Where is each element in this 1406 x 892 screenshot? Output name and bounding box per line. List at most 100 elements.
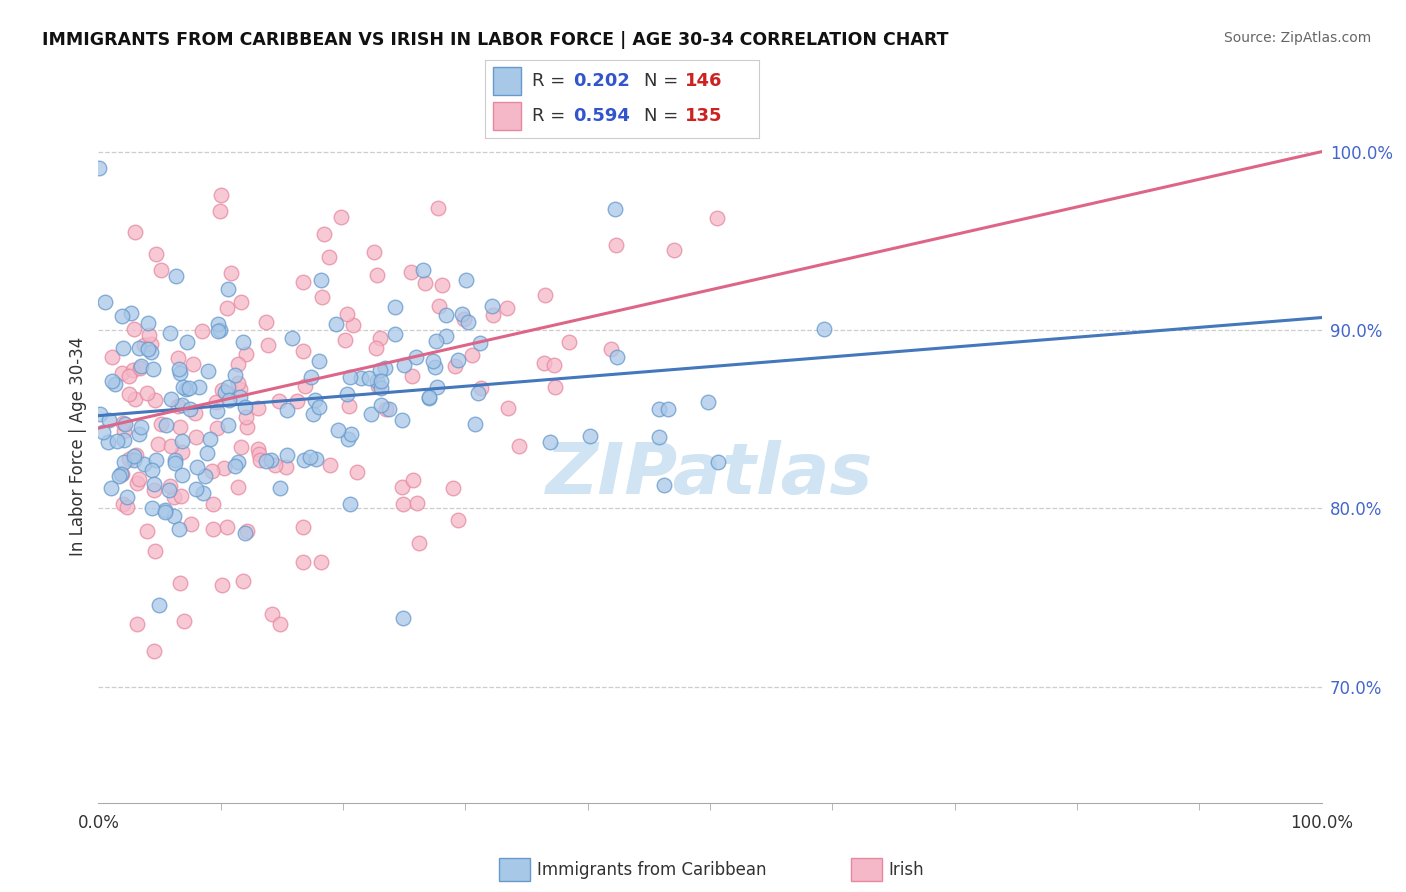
Point (247, 442, 270, 456)
Point (112, 341, 135, 355)
Point (360, 407, 382, 421)
Point (259, 453, 281, 467)
Point (229, 382, 252, 396)
Point (599, 342, 621, 356)
Point (391, 480, 413, 494)
Point (89, 407, 111, 421)
Point (159, 439, 181, 453)
Point (148, 599, 170, 613)
Point (219, 266, 242, 280)
Point (143, 477, 166, 491)
Point (155, 418, 177, 433)
Point (122, 322, 145, 336)
Point (423, 359, 446, 374)
Point (447, 513, 470, 527)
Point (188, 380, 211, 394)
Point (112, 416, 135, 430)
Point (125, 476, 148, 491)
Point (111, 366, 134, 380)
Point (145, 246, 167, 260)
Point (603, 202, 626, 217)
Point (205, 394, 228, 409)
Point (579, 429, 602, 443)
Point (198, 432, 221, 446)
Point (291, 555, 314, 569)
Point (706, 211, 728, 226)
Point (138, 327, 160, 342)
Point (558, 335, 581, 350)
Point (366, 268, 388, 283)
Point (145, 543, 167, 558)
Point (118, 368, 141, 383)
Point (294, 379, 316, 393)
Point (146, 437, 169, 451)
Point (605, 238, 627, 252)
Point (136, 386, 159, 401)
Point (118, 386, 141, 401)
Point (408, 535, 430, 549)
Point (318, 250, 340, 264)
Point (363, 245, 385, 260)
Point (215, 520, 238, 534)
Point (184, 429, 207, 443)
Point (337, 399, 360, 413)
Point (451, 307, 474, 321)
Text: IMMIGRANTS FROM CARIBBEAN VS IRISH IN LABOR FORCE | AGE 30-34 CORRELATION CHART: IMMIGRANTS FROM CARIBBEAN VS IRISH IN LA… (42, 31, 949, 49)
Point (169, 367, 191, 381)
Point (534, 287, 557, 301)
Point (374, 361, 396, 376)
Point (391, 611, 413, 625)
Point (209, 188, 232, 202)
Point (194, 468, 217, 483)
Point (132, 338, 155, 352)
Point (112, 424, 135, 438)
Point (276, 403, 298, 417)
Point (427, 202, 450, 216)
Point (357, 371, 380, 385)
Point (118, 451, 141, 466)
Point (224, 459, 246, 474)
Y-axis label: In Labor Force | Age 30-34: In Labor Force | Age 30-34 (69, 336, 87, 556)
Text: 135: 135 (685, 107, 723, 125)
Text: Immigrants from Caribbean: Immigrants from Caribbean (537, 861, 766, 879)
Point (350, 371, 373, 385)
Point (470, 381, 492, 395)
Point (112, 433, 135, 447)
Point (172, 380, 194, 394)
Point (163, 453, 186, 467)
Point (209, 323, 232, 337)
Point (197, 364, 219, 378)
Point (291, 520, 314, 534)
Point (662, 243, 685, 257)
Point (236, 524, 259, 538)
Point (211, 383, 233, 397)
Point (114, 417, 136, 432)
Point (346, 466, 368, 480)
Point (401, 368, 423, 383)
Point (115, 500, 138, 514)
Point (302, 407, 325, 421)
Point (405, 351, 427, 365)
Point (329, 210, 352, 224)
Point (132, 457, 155, 471)
Point (201, 464, 224, 478)
Point (339, 370, 361, 384)
Point (370, 398, 392, 412)
Point (311, 290, 333, 304)
Point (191, 485, 214, 500)
Point (166, 399, 188, 413)
Point (340, 426, 363, 441)
Point (254, 454, 277, 468)
Point (314, 227, 336, 241)
Point (262, 607, 284, 622)
Point (143, 483, 166, 498)
Point (328, 423, 350, 437)
Point (291, 275, 314, 289)
Point (129, 420, 152, 434)
Point (128, 427, 150, 442)
Point (254, 315, 277, 329)
Point (229, 440, 252, 454)
Point (370, 382, 392, 396)
Point (454, 272, 477, 286)
Point (467, 385, 489, 400)
